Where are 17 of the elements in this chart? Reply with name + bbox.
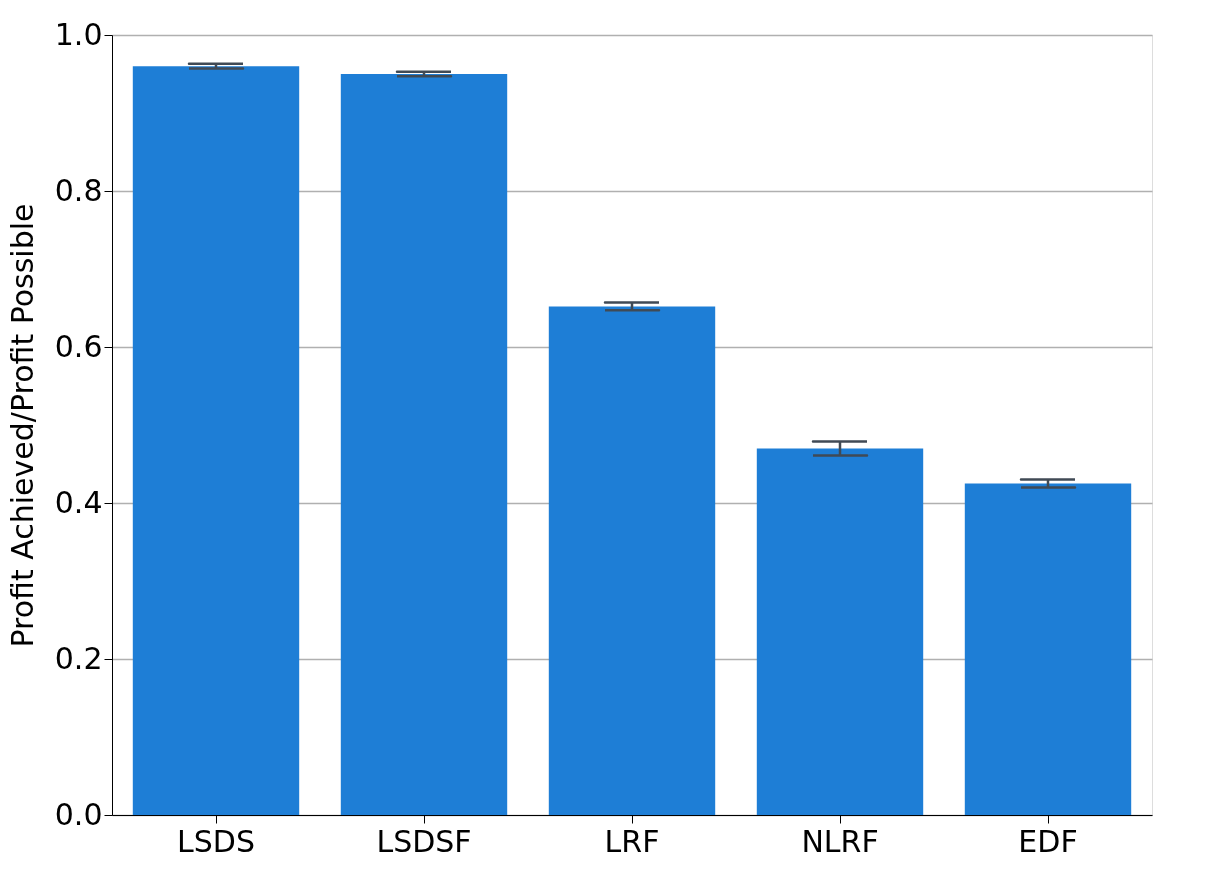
- y-tick-label: 0.4: [54, 484, 103, 520]
- y-tick-label: 0.8: [54, 172, 103, 208]
- y-tick-label: 0.0: [54, 796, 103, 832]
- bar: [756, 448, 924, 815]
- y-axis-title: Profit Achieved/Profit Possible: [4, 203, 40, 648]
- bar: [132, 66, 300, 815]
- x-tick-label: EDF: [1018, 823, 1078, 859]
- y-tick-label: 0.6: [54, 328, 103, 364]
- x-tick-label: LSDSF: [376, 823, 472, 859]
- bar: [548, 306, 716, 815]
- y-tick-label: 0.2: [54, 640, 103, 676]
- bar: [340, 74, 508, 815]
- x-tick-label: LRF: [604, 823, 660, 859]
- x-tick-label: LSDS: [177, 823, 255, 859]
- bar: [964, 483, 1132, 815]
- y-tick-label: 1.0: [54, 16, 103, 52]
- x-tick-label: NLRF: [801, 823, 879, 859]
